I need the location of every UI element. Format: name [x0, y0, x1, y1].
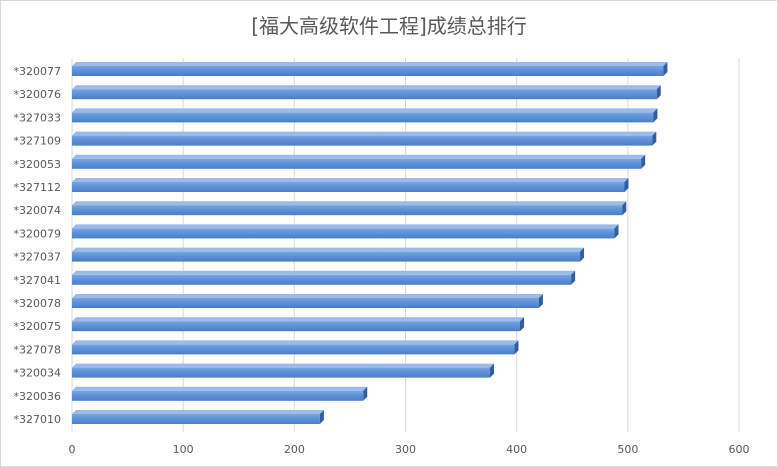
category-label: *320036	[14, 390, 62, 403]
bar-side-face	[538, 294, 543, 308]
x-tick-label: 300	[395, 443, 416, 456]
bar-front-face	[72, 182, 625, 192]
category-label: *320074	[14, 204, 62, 217]
bar-side-face	[663, 62, 668, 76]
category-label: *320076	[14, 88, 62, 101]
bar-side-face	[652, 131, 657, 146]
category-label: *320078	[14, 297, 62, 310]
bar	[72, 85, 661, 100]
x-tick-label: 600	[729, 443, 750, 456]
bar-side-face	[489, 363, 494, 378]
bar-side-face	[622, 201, 627, 216]
category-labels: *320077 *320076 *327033 *327109 *320053 *3271…	[14, 65, 62, 426]
category-label: *327010	[14, 413, 62, 426]
bar	[72, 340, 519, 355]
category-label: *327033	[14, 111, 62, 124]
bar-top-face	[72, 386, 368, 391]
bar	[72, 317, 525, 332]
bar	[72, 224, 619, 239]
bar-side-face	[656, 85, 661, 100]
bar	[72, 247, 585, 262]
bar-side-face	[520, 317, 525, 332]
bar-side-face	[580, 247, 585, 262]
bar-top-face	[72, 178, 629, 182]
bar-top-face	[72, 410, 324, 414]
bar-top-face	[72, 62, 668, 66]
bar-top-face	[72, 224, 619, 229]
category-label: *327078	[14, 343, 62, 356]
bar-front-face	[72, 344, 515, 355]
bar-top-face	[72, 154, 646, 159]
category-label: *320077	[14, 65, 62, 78]
bar-side-face	[363, 386, 368, 401]
bar-front-face	[72, 367, 490, 378]
category-label: *327112	[14, 181, 62, 194]
bar-front-face	[72, 321, 521, 332]
bar	[72, 201, 627, 216]
bar-top-face	[72, 85, 661, 90]
bar-top-face	[72, 108, 658, 113]
bar-front-face	[72, 112, 654, 123]
bar-top-face	[72, 340, 519, 345]
bar	[72, 131, 657, 146]
bar-top-face	[72, 317, 525, 322]
bar-front-face	[72, 414, 320, 424]
bar	[72, 154, 646, 169]
bar-top-face	[72, 363, 494, 368]
x-tick-label: 100	[173, 443, 194, 456]
category-label: *327041	[14, 274, 62, 287]
bar-top-face	[72, 270, 576, 275]
bars	[72, 62, 668, 424]
bar-front-face	[72, 89, 657, 100]
x-tick-label: 200	[284, 443, 305, 456]
bar	[72, 294, 543, 308]
x-tick-label: 0	[69, 443, 76, 456]
bar	[72, 363, 494, 378]
chart-title: [福大高级软件工程]成绩总排行	[251, 14, 527, 38]
bar	[72, 270, 576, 285]
bar	[72, 62, 668, 76]
bar-front-face	[72, 298, 539, 308]
bar-front-face	[72, 205, 623, 216]
bar-front-face	[72, 66, 664, 76]
x-tick-labels: 0 100 200 300 400 500 600	[69, 443, 750, 456]
category-label: *320075	[14, 320, 62, 333]
bar	[72, 410, 324, 424]
bar-front-face	[72, 135, 653, 146]
bar-side-face	[514, 340, 519, 355]
bar-front-face	[72, 390, 364, 401]
bar-front-face	[72, 158, 642, 169]
bar-side-face	[571, 270, 576, 285]
category-label: *327109	[14, 135, 62, 148]
bar	[72, 178, 629, 192]
bar-side-face	[614, 224, 619, 239]
bar-front-face	[72, 251, 581, 262]
x-tick-label: 400	[506, 443, 527, 456]
bar-top-face	[72, 201, 627, 206]
bar	[72, 108, 658, 123]
category-label: *320079	[14, 227, 62, 240]
bar-side-face	[624, 178, 629, 192]
bar-front-face	[72, 228, 615, 239]
bar	[72, 386, 368, 401]
category-label: *327037	[14, 251, 62, 264]
x-tick-label: 500	[617, 443, 638, 456]
bar-top-face	[72, 131, 657, 136]
bar-side-face	[653, 108, 658, 123]
bar-top-face	[72, 247, 585, 252]
bar-top-face	[72, 294, 543, 298]
category-label: *320053	[14, 158, 62, 171]
bar-front-face	[72, 274, 572, 285]
bar-side-face	[319, 410, 324, 424]
bar-side-face	[641, 154, 646, 169]
category-label: *320034	[14, 367, 62, 380]
